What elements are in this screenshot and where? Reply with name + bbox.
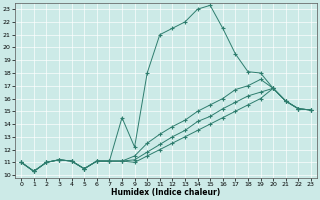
X-axis label: Humidex (Indice chaleur): Humidex (Indice chaleur)	[111, 188, 221, 197]
